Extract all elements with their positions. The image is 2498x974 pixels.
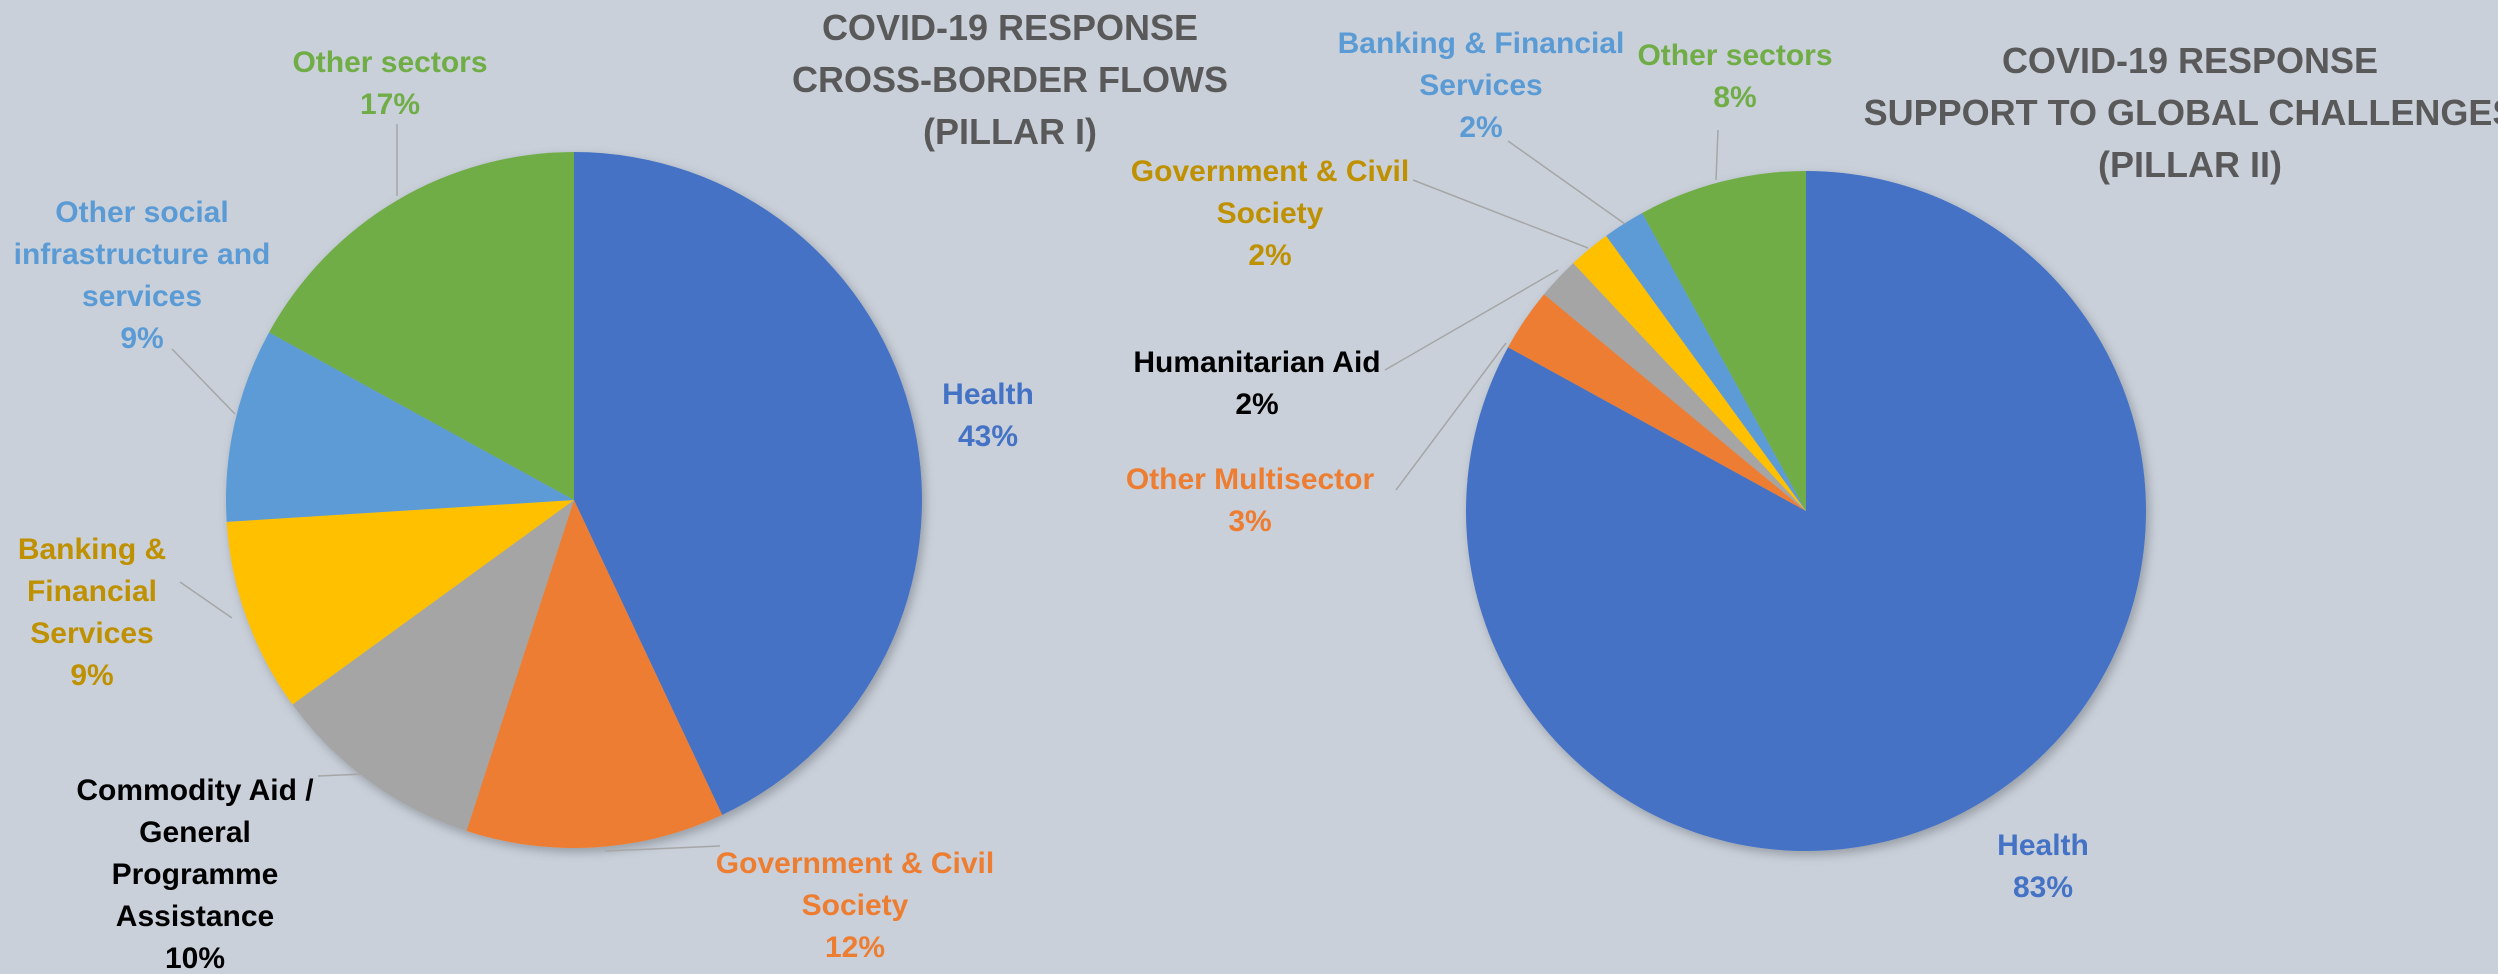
pie-slice-humanitarian-aid	[1544, 263, 1806, 511]
category-label: Society	[802, 889, 909, 922]
pie	[1466, 171, 2147, 851]
chart-title-line: (PILLAR I)	[923, 111, 1097, 152]
pillar-1-pie-chart: COVID-19 RESPONSE CROSS-BORDER FLOWS (PILL…	[14, 7, 1228, 974]
leader-line	[317, 773, 366, 777]
category-label: Programme	[112, 858, 279, 891]
leader-line	[1395, 342, 1507, 491]
slice-label-government-civil-society: Government & Civil Society 12%	[716, 847, 994, 964]
pie-slice-banking-financial-services	[1606, 213, 1806, 511]
percent-label: 2%	[1248, 239, 1291, 272]
chart-title-line: (PILLAR II)	[2098, 144, 2282, 185]
category-label: Banking &	[18, 533, 166, 566]
slice-label-banking-financial-services: Banking & Financial Services 2%	[1338, 27, 1625, 144]
category-label: Banking & Financial	[1338, 27, 1625, 60]
category-label: Health	[942, 378, 1034, 411]
slice-label-other-multisector: Other Multisector 3%	[1126, 463, 1375, 538]
chart-title-line: SUPPORT TO GLOBAL CHALLENGES	[1864, 92, 2498, 133]
pie-slice-banking-financial-services	[226, 500, 574, 705]
percent-label: 83%	[2013, 871, 2073, 904]
pie-slice-other-social-infrastructure-and-services	[226, 332, 574, 522]
pie-slice-health	[574, 152, 922, 815]
leader-line	[179, 581, 233, 619]
pie-slice-other-sectors	[1642, 171, 1806, 511]
category-label: services	[82, 280, 202, 313]
slice-label-health: Health 83%	[1997, 829, 2089, 904]
pie-slice-other-sectors	[269, 152, 574, 500]
pie-slice-government-civil-society	[466, 500, 723, 849]
percent-label: 10%	[165, 942, 225, 969]
category-label: Financial	[27, 575, 157, 608]
leader-line	[604, 845, 721, 852]
category-label: Other sectors	[292, 46, 487, 79]
pie-slice-government-civil-society	[1573, 235, 1806, 511]
category-label: Other Multisector	[1126, 463, 1375, 496]
percent-label: 9%	[120, 322, 163, 355]
chart-title: COVID-19 RESPONSE SUPPORT TO GLOBAL CHALL…	[1864, 40, 2498, 185]
pie-slice-other-multisector	[1508, 294, 1806, 511]
percent-label: 3%	[1228, 505, 1271, 538]
pie-slice-health	[1466, 171, 2147, 851]
category-label: Services	[1419, 69, 1542, 102]
slice-label-health: Health 43%	[942, 378, 1034, 453]
category-label: Other sectors	[1637, 39, 1832, 72]
category-label: Other social	[55, 196, 228, 229]
slice-label-commodity-aid-general-programme-assistance: Commodity Aid / General Programme Assistanc…	[76, 774, 314, 969]
leader-line	[171, 348, 236, 415]
category-label: infrastructure and	[14, 238, 271, 271]
slice-label-banking-financial-services: Banking & Financial Services 9%	[18, 533, 166, 692]
percent-label: 43%	[958, 420, 1018, 453]
percent-label: 2%	[1459, 111, 1502, 144]
category-label: Services	[30, 617, 153, 650]
leader-line	[1507, 140, 1626, 225]
slice-label-other-sectors: Other sectors 17%	[292, 46, 487, 121]
chart-title-line: COVID-19 RESPONSE	[2002, 40, 2378, 81]
slice-label-government-civil-society: Government & Civil Society 2%	[1131, 155, 1409, 272]
slice-label-humanitarian-aid: Humanitarian Aid 2%	[1133, 346, 1380, 421]
slice-label-other-social-infrastructure-and-services: Other social infrastructure and services 9%	[14, 196, 271, 355]
category-label: Health	[1997, 829, 2089, 862]
percent-label: 17%	[360, 88, 420, 121]
chart-title-line: COVID-19 RESPONSE	[822, 7, 1198, 48]
leader-line	[1384, 269, 1559, 371]
percent-label: 8%	[1713, 81, 1756, 114]
category-label: Commodity Aid /	[76, 774, 314, 807]
leader-line	[1412, 179, 1589, 249]
pillar-2-pie-chart: COVID-19 RESPONSE SUPPORT TO GLOBAL CHALL…	[1126, 27, 2498, 904]
slice-label-other-sectors: Other sectors 8%	[1637, 39, 1832, 114]
pie-slice-commodity-aid-general-programme-assistance	[292, 500, 574, 831]
leader-line	[1715, 129, 1719, 181]
category-label: Government & Civil	[1131, 155, 1409, 188]
percent-label: 12%	[825, 931, 885, 964]
category-label: General	[139, 816, 251, 849]
pie	[226, 152, 922, 849]
category-label: Government & Civil	[716, 847, 994, 880]
category-label: Assistance	[116, 900, 274, 933]
chart-title-line: CROSS-BORDER FLOWS	[792, 59, 1228, 100]
percent-label: 9%	[70, 659, 113, 692]
category-label: Humanitarian Aid	[1133, 346, 1380, 379]
category-label: Society	[1217, 197, 1324, 230]
percent-label: 2%	[1235, 388, 1278, 421]
chart-title: COVID-19 RESPONSE CROSS-BORDER FLOWS (PILL…	[792, 7, 1228, 152]
